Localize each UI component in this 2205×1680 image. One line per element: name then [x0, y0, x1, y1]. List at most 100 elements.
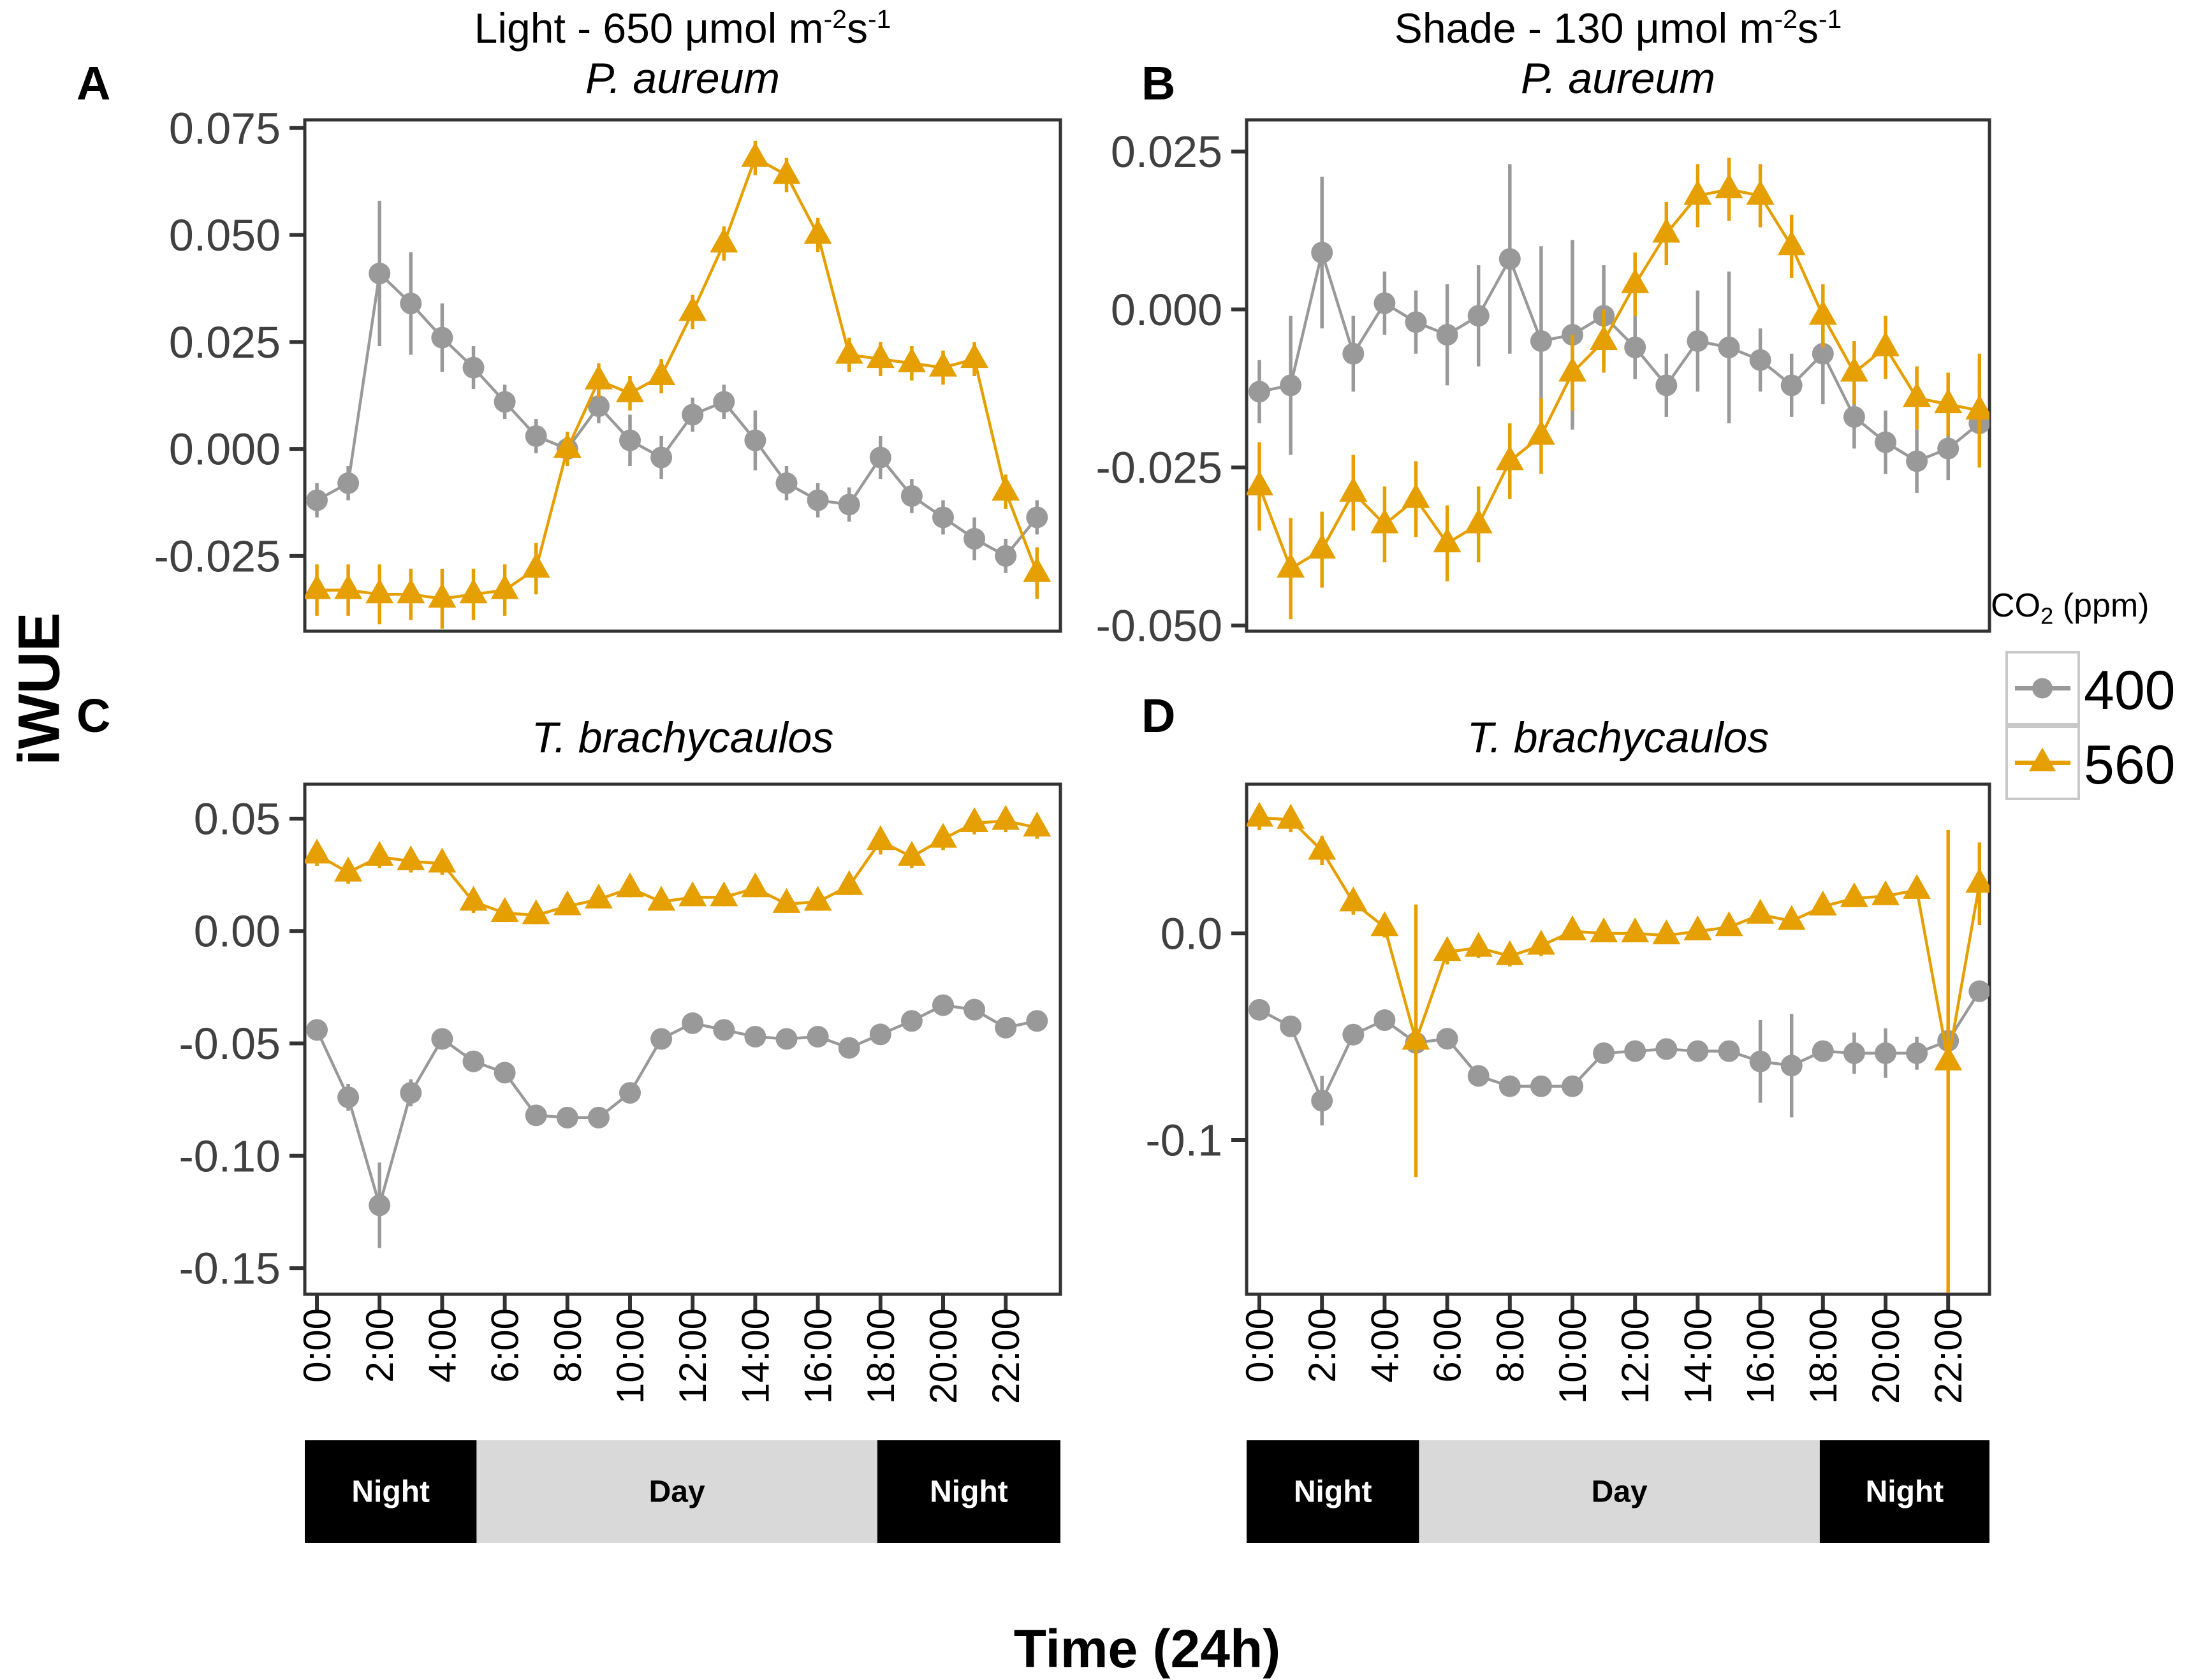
circle-marker	[900, 1010, 923, 1032]
circle-marker	[587, 1106, 610, 1129]
circle-marker	[1498, 248, 1521, 270]
x-tick-label: 22:00	[985, 1308, 1027, 1404]
day-bar-label: Day	[648, 1475, 705, 1508]
triangle-marker	[897, 840, 926, 866]
circle-marker	[1780, 1055, 1803, 1077]
y-tick-label: 0.05	[194, 794, 281, 844]
night-bar-label: Night	[1293, 1475, 1372, 1508]
triangle-marker	[1558, 915, 1586, 940]
triangle-marker	[678, 296, 707, 321]
x-axis-title: Time (24h)	[1013, 1619, 1281, 1679]
circle-marker	[1937, 437, 1960, 460]
circle-marker	[713, 391, 735, 413]
circle-marker	[1436, 1028, 1458, 1050]
circle-marker	[525, 1104, 547, 1127]
circle-marker	[1311, 1090, 1333, 1112]
circle-marker	[525, 425, 547, 447]
circle-marker	[1749, 349, 1771, 371]
circle-marker	[869, 446, 891, 469]
triangle-marker	[2029, 747, 2056, 771]
x-tick-label: 10:00	[1551, 1308, 1594, 1404]
triangle-marker	[1777, 905, 1806, 930]
x-tick-label: 8:00	[546, 1308, 589, 1383]
triangle-marker	[1840, 356, 1868, 382]
circle-marker	[1026, 1010, 1048, 1032]
triangle-marker	[772, 887, 801, 913]
circle-marker	[1687, 1040, 1709, 1062]
panel-B: 0.025 0.000 -0.025 -0.050	[1096, 118, 1991, 651]
circle-marker	[1749, 1050, 1771, 1072]
series-560-markers	[1247, 173, 1989, 578]
circle-marker	[1812, 342, 1834, 365]
x-tick-label: 20:00	[1864, 1308, 1907, 1404]
column-title-shade-text: Shade - 130 μmol m	[1394, 4, 1775, 52]
series-400-markers	[306, 994, 1048, 1216]
panel-letter-c: C	[77, 689, 111, 742]
triangle-marker	[584, 364, 613, 390]
circle-marker	[619, 429, 641, 451]
circle-marker	[1530, 1075, 1552, 1097]
night-bar	[877, 1440, 1060, 1543]
circle-marker	[400, 1082, 422, 1104]
panel-A-series	[305, 140, 1051, 629]
circle-marker	[869, 1023, 891, 1046]
triangle-marker	[616, 872, 644, 898]
panel-B-box	[1245, 118, 1991, 633]
circle-marker	[1593, 1042, 1615, 1064]
legend-label-400: 400	[2084, 660, 2176, 721]
x-tick-label: 18:00	[1802, 1308, 1845, 1404]
triangle-marker	[522, 553, 550, 578]
x-tick-label: 20:00	[922, 1308, 965, 1404]
triangle-marker	[803, 886, 832, 911]
triangle-marker	[305, 838, 331, 864]
circle-marker	[1906, 1042, 1928, 1064]
triangle-marker	[1683, 179, 1712, 205]
night-bar-label: Night	[930, 1475, 1008, 1508]
circle-marker	[1342, 1023, 1365, 1046]
triangle-marker	[459, 578, 488, 604]
triangle-marker	[1464, 931, 1493, 957]
circle-marker	[1562, 1075, 1583, 1097]
y-axis-title: iWUE	[6, 612, 72, 766]
subscript: 2	[2040, 603, 2054, 629]
triangle-marker	[960, 807, 989, 832]
triangle-marker	[1965, 395, 1989, 420]
circle-marker	[1843, 405, 1865, 428]
circle-marker	[775, 472, 798, 494]
triangle-marker	[584, 883, 613, 909]
circle-marker	[1280, 1015, 1302, 1037]
y-tick-label: 0.050	[169, 210, 281, 260]
circle-marker	[744, 1025, 766, 1048]
triangle-marker	[1433, 936, 1461, 961]
circle-marker	[682, 404, 704, 426]
triangle-marker	[1464, 508, 1493, 534]
triangle-marker	[616, 377, 644, 402]
circle-marker	[306, 489, 328, 511]
triangle-marker	[1652, 919, 1681, 945]
triangle-marker	[1621, 268, 1650, 293]
triangle-marker	[772, 159, 801, 184]
panel-D: 0.0 -0.1 0:00 2:00 4:00 6:00 8:00 10:00 12:00 14:…	[1145, 782, 1991, 1543]
circle-marker	[963, 998, 986, 1021]
superscript: -2	[1774, 4, 1798, 34]
triangle-marker	[1808, 300, 1837, 325]
triangle-marker	[522, 899, 550, 924]
panel-B-series	[1247, 157, 1989, 620]
circle-marker	[1624, 1040, 1646, 1062]
circle-marker	[587, 395, 610, 417]
triangle-marker	[1433, 527, 1461, 553]
triangle-marker	[1402, 1025, 1430, 1050]
triangle-marker	[929, 822, 957, 848]
y-tick-label: -0.10	[179, 1131, 281, 1181]
triangle-marker	[490, 574, 519, 599]
x-tick-label: 12:00	[1614, 1308, 1657, 1404]
triangle-marker	[553, 890, 582, 916]
series-560-markers	[305, 142, 1051, 608]
triangle-marker	[1277, 552, 1305, 578]
circle-marker	[1530, 330, 1552, 352]
circle-marker	[619, 1082, 641, 1104]
circle-marker	[682, 1012, 704, 1034]
legend-keys	[2005, 651, 2080, 800]
triangle-marker	[397, 578, 425, 604]
